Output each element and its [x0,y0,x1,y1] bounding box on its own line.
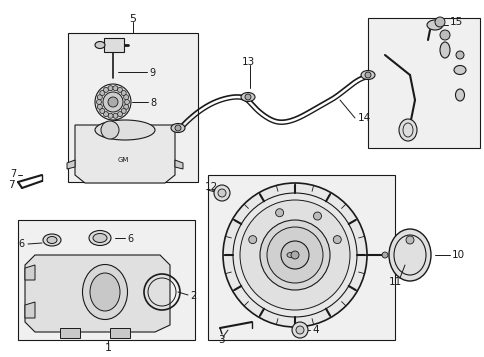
Bar [367,18,479,148]
Circle shape [439,30,449,40]
Text: GM: GM [117,157,128,163]
Circle shape [103,112,108,117]
Bar [208,175,394,340]
Bar [68,33,197,182]
Circle shape [124,100,129,105]
Text: 1: 1 [104,343,111,353]
Ellipse shape [93,233,107,242]
Ellipse shape [82,265,127,320]
Text: 6: 6 [18,239,24,249]
Circle shape [217,189,226,197]
Ellipse shape [90,273,120,311]
Circle shape [381,252,387,258]
Circle shape [434,17,444,27]
Polygon shape [110,328,130,338]
Circle shape [100,91,105,96]
Ellipse shape [241,92,255,101]
Ellipse shape [453,65,465,75]
Circle shape [213,185,229,201]
Text: 13: 13 [241,57,254,67]
Circle shape [248,236,256,243]
Circle shape [123,95,128,100]
Polygon shape [67,160,75,169]
Circle shape [108,97,118,107]
Ellipse shape [439,42,449,58]
Circle shape [259,220,329,290]
Circle shape [295,326,303,334]
Ellipse shape [89,231,111,246]
Circle shape [290,251,298,259]
Circle shape [100,109,105,114]
Circle shape [95,84,131,120]
Circle shape [117,112,122,117]
Polygon shape [75,125,175,183]
Polygon shape [25,265,35,280]
Text: 5: 5 [129,14,136,24]
Text: 3: 3 [217,335,224,345]
Circle shape [103,92,123,112]
Polygon shape [60,328,80,338]
Ellipse shape [47,236,57,243]
Circle shape [101,121,119,139]
Ellipse shape [426,20,442,30]
Circle shape [113,113,118,118]
Circle shape [97,104,102,109]
Circle shape [223,183,366,327]
Circle shape [103,87,108,92]
Circle shape [117,87,122,92]
Bar [104,38,124,52]
Text: 12: 12 [205,182,218,192]
Circle shape [96,100,101,105]
Text: 8: 8 [150,98,156,108]
Text: 7: 7 [10,169,16,179]
Circle shape [240,200,349,310]
Circle shape [175,125,181,131]
Circle shape [405,236,413,244]
Circle shape [364,72,370,78]
Text: 14: 14 [357,113,370,123]
Text: 2: 2 [190,291,196,301]
Ellipse shape [95,41,105,49]
Text: 11: 11 [388,277,401,287]
Text: 9: 9 [149,68,155,78]
Text: 15: 15 [449,17,462,27]
Text: 6: 6 [127,234,133,244]
Text: 7: 7 [8,180,15,190]
Circle shape [113,86,118,91]
Ellipse shape [95,120,155,140]
Circle shape [280,241,308,269]
Ellipse shape [287,252,294,257]
Polygon shape [25,302,35,318]
Circle shape [455,51,463,59]
Circle shape [108,86,113,91]
Ellipse shape [388,229,430,281]
Ellipse shape [171,124,184,132]
Circle shape [333,236,341,243]
Ellipse shape [454,89,464,101]
Circle shape [97,95,102,100]
Ellipse shape [360,70,374,80]
Circle shape [291,322,307,338]
Circle shape [123,104,128,109]
Bar [18,220,195,340]
Text: 10: 10 [451,250,464,260]
Circle shape [244,94,251,100]
Text: 4: 4 [311,325,318,335]
Ellipse shape [398,119,416,141]
Circle shape [121,91,126,96]
Ellipse shape [43,234,61,246]
Circle shape [267,227,322,283]
Circle shape [108,113,113,118]
Circle shape [121,109,126,114]
Polygon shape [25,255,170,332]
Circle shape [275,209,283,217]
Circle shape [313,212,321,220]
Polygon shape [175,160,182,169]
